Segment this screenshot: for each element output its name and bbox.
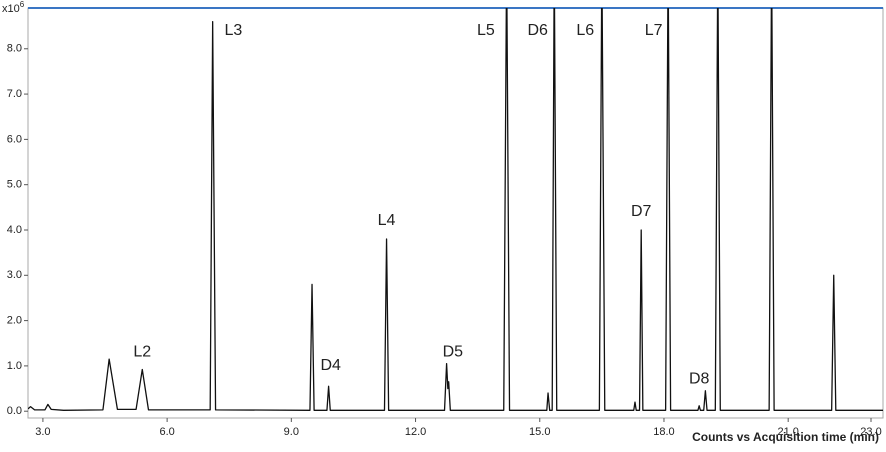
plot-area	[27, 7, 884, 419]
peak-label: D7	[631, 203, 652, 220]
y-scale-base: x10	[2, 3, 20, 15]
peak-label: D6	[527, 22, 548, 39]
x-tick-label: 3.0	[35, 426, 50, 438]
peak-label: D5	[443, 344, 464, 361]
y-tick-label: 5.0	[7, 179, 22, 191]
peak-label: L5	[477, 22, 495, 39]
y-tick-label: 2.0	[7, 315, 22, 327]
y-scale-label: x106	[2, 0, 25, 15]
x-tick-label: 18.0	[653, 426, 674, 438]
x-tick-label: 6.0	[159, 426, 174, 438]
x-tick-label: 15.0	[529, 426, 550, 438]
peak-label: L6	[576, 22, 594, 39]
peak-label: L4	[378, 212, 396, 229]
x-tick-label: 12.0	[405, 426, 426, 438]
trace-group	[28, 8, 883, 411]
y-tick-label: 4.0	[7, 224, 22, 236]
y-tick-label: 0.0	[7, 405, 22, 417]
peak-label: D4	[320, 357, 341, 374]
y-tick-label: 1.0	[7, 360, 22, 372]
y-tick-label: 7.0	[7, 88, 22, 100]
y-tick-label: 8.0	[7, 43, 22, 55]
x-axis-label: Counts vs Acquisition time (min)	[692, 430, 879, 444]
y-tick-label: 6.0	[7, 133, 22, 145]
x-tick-label: 21.0	[777, 426, 798, 438]
peak-label: L7	[645, 22, 663, 39]
peak-label: L3	[224, 22, 242, 39]
peak-label: L2	[133, 344, 151, 361]
y-tick-label: 3.0	[7, 269, 22, 281]
x-tick-label: 9.0	[284, 426, 299, 438]
x-tick-label: 23.0	[860, 426, 881, 438]
chromatogram-trace	[28, 8, 883, 411]
y-scale-exponent: 6	[20, 0, 25, 9]
peak-label: D8	[689, 371, 710, 388]
